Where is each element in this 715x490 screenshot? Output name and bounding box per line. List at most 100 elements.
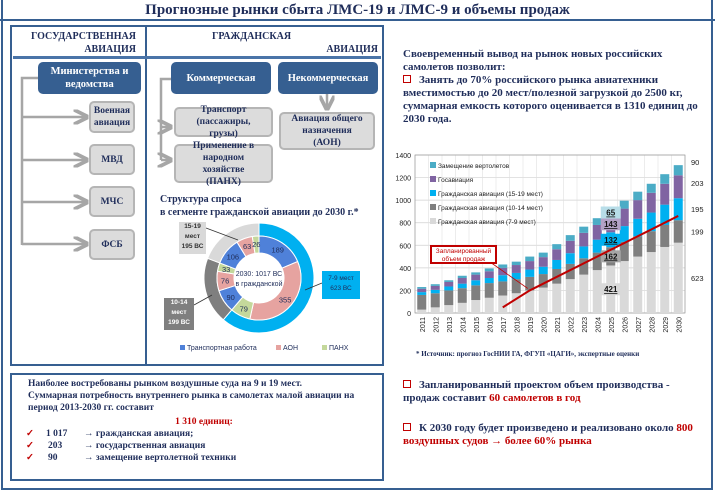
- bar-segment: [592, 224, 602, 240]
- x-tick-label: 2028: [649, 317, 656, 333]
- callout-15-19-l3: 195 ВС: [181, 243, 204, 250]
- bar-segment: [471, 274, 481, 281]
- x-tick-label: 2029: [663, 317, 670, 333]
- legend-swatch: [430, 162, 436, 168]
- bar-segment: [579, 232, 589, 247]
- x-tick-label: 2027: [636, 317, 643, 333]
- x-tick-label: 2030: [676, 317, 683, 333]
- callout-7-9-l2: 623 ВС: [330, 285, 352, 292]
- bar-segment: [619, 241, 629, 262]
- aviation-structure-panel: [10, 25, 384, 366]
- aon-box: Авиация общего назначения (АОН): [279, 112, 375, 150]
- y-tick-label: 400: [399, 266, 411, 273]
- bar-segment: [660, 204, 670, 225]
- panh-box: Применение в народном хозяйстве (ПАНХ): [174, 141, 273, 187]
- right-value-label: 199: [691, 227, 704, 236]
- donut-inner-value: 76: [221, 276, 229, 285]
- bar-segment: [592, 270, 602, 313]
- mchs-box: МЧС: [89, 186, 135, 217]
- bar-segment: [579, 226, 589, 233]
- military-aviation-box: Военная авиация: [89, 101, 135, 133]
- bar-segment: [498, 267, 508, 276]
- bar-segment: [538, 274, 548, 288]
- x-tick-label: 2022: [568, 317, 575, 333]
- bar-label-2025: 65: [606, 209, 615, 218]
- bar-segment: [484, 297, 494, 313]
- bar-segment: [592, 218, 602, 225]
- x-tick-label: 2013: [447, 317, 454, 333]
- bar-segment: [592, 239, 602, 253]
- x-tick-label: 2016: [487, 317, 494, 333]
- donut-inner-value: 26: [252, 240, 260, 249]
- bar-segment: [660, 246, 670, 313]
- bar-segment: [619, 261, 629, 313]
- intro-block: Своевременный вывод на рынок новых росси…: [403, 48, 703, 126]
- bar-segment: [525, 256, 535, 262]
- callout-15-19: 15-19 мест 195 ВС: [179, 222, 206, 254]
- bar-segment: [552, 259, 562, 269]
- bar-label-box: [600, 233, 621, 246]
- bar-segment: [619, 200, 629, 209]
- summary-num: 1 017: [45, 429, 68, 439]
- x-tick-label: 2015: [474, 317, 481, 333]
- bar-label-box: [600, 206, 621, 219]
- planned-volume-callout: Запланированный объем продаж: [430, 245, 497, 264]
- page-title: Прогнозные рынки сбыта ЛМС-19 и ЛМС-9 и …: [0, 0, 715, 21]
- callout-10-14-l2: мест: [171, 309, 187, 316]
- callout-line: [205, 227, 239, 241]
- callout-line: [193, 294, 213, 306]
- right-value-label: 90: [691, 158, 699, 167]
- bar-segment: [633, 191, 643, 201]
- donut-inner-value: 33: [222, 265, 230, 274]
- bar-segment: [511, 293, 521, 313]
- chart-source-note: * Источник: прогноз ГосНИИ ГА, ФГУП «ЦАГ…: [416, 350, 640, 358]
- bar-segment: [646, 183, 656, 193]
- bar-segment: [511, 279, 521, 294]
- bar-segment: [673, 198, 683, 221]
- bar-segment: [565, 279, 575, 313]
- bar-segment: [660, 224, 670, 247]
- bar-segment: [579, 274, 589, 313]
- bar-segment: [633, 200, 643, 219]
- bar-segment: [457, 275, 467, 279]
- x-tick-label: 2014: [460, 317, 467, 333]
- bar-segment: [484, 278, 494, 284]
- bar-segment: [444, 281, 454, 287]
- x-tick-label: 2017: [501, 317, 508, 333]
- legend-swatch-transport: [180, 345, 185, 350]
- gov-header-line1: ГОСУДАРСТВЕННАЯ: [31, 31, 136, 42]
- legend-swatch: [430, 190, 436, 196]
- ministries-box: Министерства и ведомства: [38, 62, 141, 94]
- bar-segment: [444, 280, 454, 282]
- bar-segment: [673, 175, 683, 199]
- bar-label-2025: 143: [604, 220, 618, 229]
- legend-label: Гражданская авиация (10-14 мест): [438, 205, 543, 212]
- bar-segment: [552, 283, 562, 313]
- legend-swatch: [430, 218, 436, 224]
- bar-segment: [660, 174, 670, 184]
- square-bullet-icon: [403, 380, 411, 388]
- y-tick-label: 800: [399, 221, 411, 228]
- bar-segment: [498, 281, 508, 296]
- bar-label-2025: 132: [604, 236, 618, 245]
- callout-line: [304, 282, 323, 291]
- callout-7-9-l1: 7-9 мест: [328, 275, 354, 282]
- bullet-production-highlight: 60 самолетов в год: [489, 392, 581, 404]
- bar-segment: [430, 307, 440, 313]
- donut-inner-segment: [251, 235, 260, 254]
- legend-item-panh: ПАНХ: [322, 345, 348, 352]
- bullet-2030-highlight: 800 воздушных судов → более 60% рынка: [403, 422, 693, 447]
- bullet-production-text: Запланированный проектом объем производс…: [403, 379, 670, 404]
- civ-header-line2: АВИАЦИЯ: [326, 44, 378, 55]
- noncommercial-box: Некоммерческая: [278, 62, 378, 94]
- bar-segment: [565, 263, 575, 280]
- civil-aviation-header: ГРАЖДАНСКАЯ АВИАЦИЯ: [150, 30, 378, 56]
- bar-segment: [646, 212, 656, 232]
- bar-segment: [538, 266, 548, 275]
- legend-label: Замещение вертолетов: [438, 163, 510, 170]
- legend-item-aon: АОН: [276, 345, 298, 352]
- bar-segment: [444, 290, 454, 306]
- x-tick-label: 2018: [514, 317, 521, 333]
- summary-text: Наиболее востребованы рынком воздушные с…: [28, 378, 380, 428]
- bullet-market-share-text: Занять до 70% российского рынка авиатехн…: [403, 74, 698, 125]
